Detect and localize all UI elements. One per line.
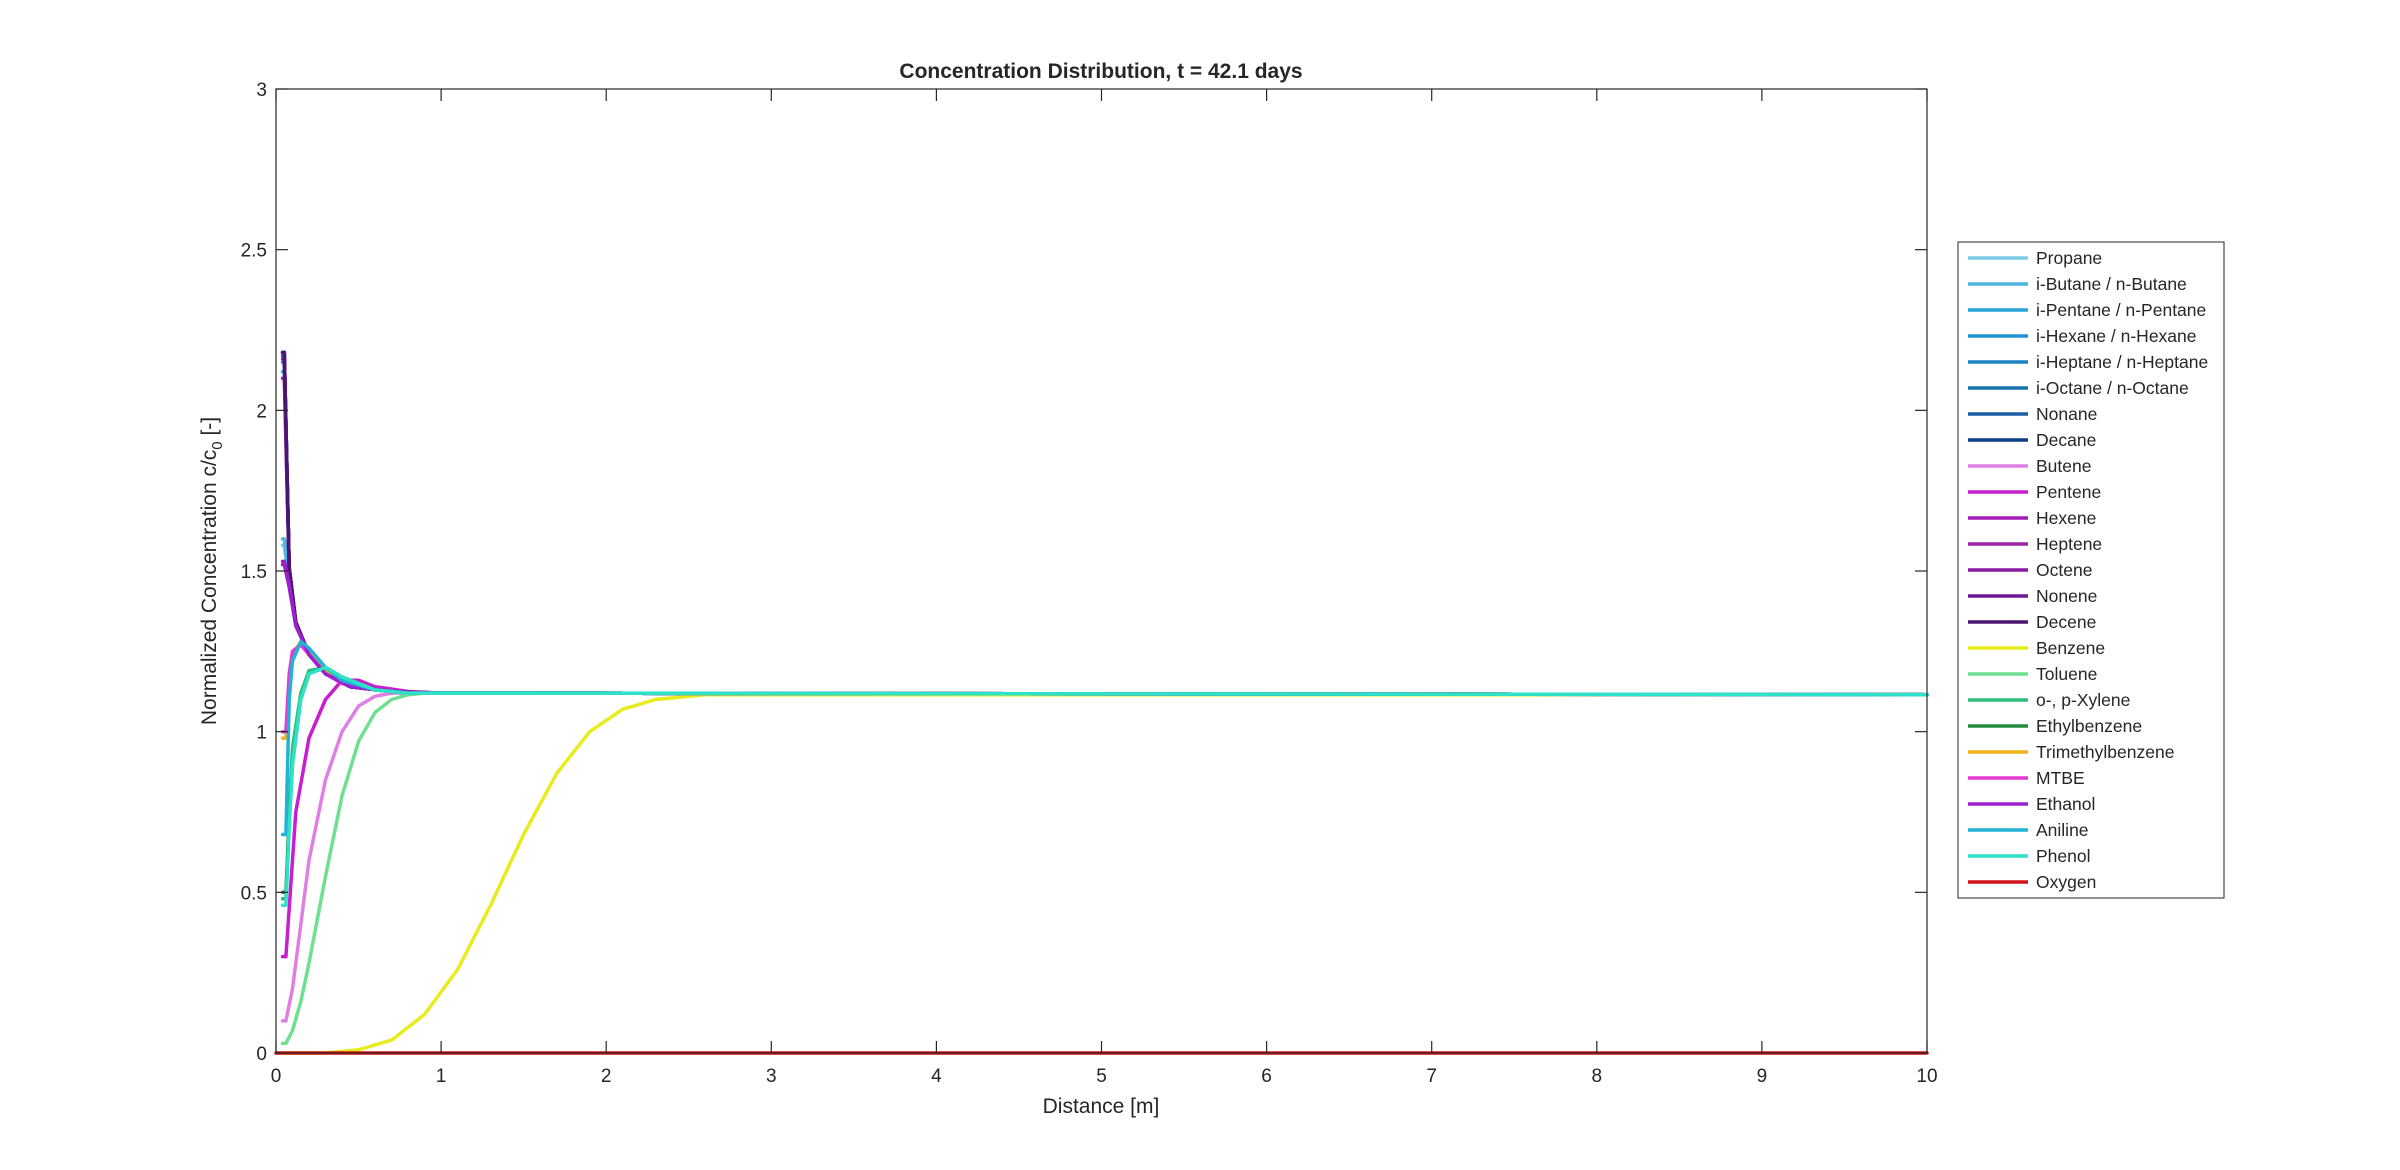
legend-label: Propane	[2036, 248, 2102, 268]
series-layer	[274, 350, 1929, 1055]
x-tick-label: 8	[1592, 1066, 1603, 1087]
y-tick-label: 3	[256, 80, 267, 101]
legend-item-i-hexane-n-hexane: i-Hexane / n-Hexane	[1968, 326, 2197, 346]
chart-title: Concentration Distribution, t = 42.1 day…	[899, 60, 1302, 83]
x-tick-label: 5	[1096, 1066, 1107, 1087]
legend-label: Butene	[2036, 456, 2091, 476]
legend-item-i-octane-n-octane: i-Octane / n-Octane	[1968, 378, 2189, 398]
x-tick-label: 7	[1426, 1066, 1437, 1087]
legend-label: Ethylbenzene	[2036, 716, 2142, 736]
x-tick-label: 4	[931, 1066, 942, 1087]
legend-item-toluene: Toluene	[1968, 664, 2097, 684]
y-tick-label: 2.5	[241, 241, 267, 262]
legend-label: MTBE	[2036, 768, 2085, 788]
legend-item-trimethylbenzene: Trimethylbenzene	[1968, 742, 2174, 762]
y-axis-label-main: Normalized Concentration c/c	[198, 450, 221, 725]
legend-label: Trimethylbenzene	[2036, 742, 2174, 762]
legend-item-decene: Decene	[1968, 612, 2096, 632]
legend-item-nonene: Nonene	[1968, 586, 2097, 606]
legend-item-hexene: Hexene	[1968, 508, 2096, 528]
y-tick-label: 2	[256, 401, 267, 422]
legend-item-aniline: Aniline	[1968, 820, 2089, 840]
series-line-phenol	[280, 665, 1929, 907]
legend: Propane i-Butane / n-Butane i-Pentane / n-…	[1957, 241, 2225, 899]
legend-item-octene: Octene	[1968, 560, 2092, 580]
x-tick-label: 6	[1261, 1066, 1272, 1087]
x-tick-label: 9	[1757, 1066, 1768, 1087]
plot-area	[276, 89, 1927, 1053]
legend-label: o-, p-Xylene	[2036, 690, 2130, 710]
x-tick-label: 1	[436, 1066, 447, 1087]
legend-item-ethylbenzene: Ethylbenzene	[1968, 716, 2142, 736]
legend-label: Benzene	[2036, 638, 2105, 658]
y-tick-label: 0	[256, 1044, 267, 1065]
y-axis-label-subscript: 0	[209, 441, 226, 449]
legend-item-i-pentane-n-pentane: i-Pentane / n-Pentane	[1968, 300, 2206, 320]
legend-label: Ethanol	[2036, 794, 2095, 814]
legend-item-propane: Propane	[1968, 248, 2102, 268]
y-tick-label: 1.5	[241, 562, 267, 583]
legend-item-phenol: Phenol	[1968, 846, 2091, 866]
legend-label: i-Pentane / n-Pentane	[2036, 300, 2206, 320]
y-tick-label: 1	[256, 723, 267, 744]
x-tick-label: 2	[601, 1066, 612, 1087]
x-axis: 0 1 2 3 4 5 6 7 8 9 10	[271, 89, 1938, 1087]
x-axis-label: Distance [m]	[1043, 1095, 1160, 1118]
legend-label: Phenol	[2036, 846, 2091, 866]
legend-label: Nonane	[2036, 404, 2097, 424]
series-line-benzene	[274, 692, 1929, 1055]
legend-label: Decane	[2036, 430, 2096, 450]
x-tick-label: 0	[271, 1066, 282, 1087]
y-tick-label: 0.5	[241, 883, 267, 904]
legend-label: Pentene	[2036, 482, 2101, 502]
y-axis: 0 0.5 1 1.5 2 2.5 3	[241, 80, 1927, 1065]
legend-label: Oxygen	[2036, 872, 2096, 892]
legend-item-ethanol: Ethanol	[1968, 794, 2095, 814]
legend-label: Hexene	[2036, 508, 2096, 528]
legend-item-i-butane-n-butane: i-Butane / n-Butane	[1968, 274, 2187, 294]
legend-item-butene: Butene	[1968, 456, 2091, 476]
legend-item-benzene: Benzene	[1968, 638, 2105, 658]
legend-label: Octene	[2036, 560, 2092, 580]
legend-item-decane: Decane	[1968, 430, 2096, 450]
legend-item-i-heptane-n-heptane: i-Heptane / n-Heptane	[1968, 352, 2208, 372]
legend-item-mtbe: MTBE	[1968, 768, 2085, 788]
legend-label: Nonene	[2036, 586, 2097, 606]
y-axis-label-unit: [-]	[198, 417, 221, 442]
legend-label: i-Octane / n-Octane	[2036, 378, 2189, 398]
legend-label: Aniline	[2036, 820, 2089, 840]
legend-item-o-p-xylene: o-, p-Xylene	[1968, 690, 2130, 710]
legend-item-oxygen: Oxygen	[1968, 872, 2096, 892]
legend-label: Toluene	[2036, 664, 2097, 684]
legend-label: Heptene	[2036, 534, 2102, 554]
legend-label: i-Butane / n-Butane	[2036, 274, 2187, 294]
legend-item-heptene: Heptene	[1968, 534, 2102, 554]
legend-item-nonane: Nonane	[1968, 404, 2097, 424]
legend-label: i-Heptane / n-Heptane	[2036, 352, 2208, 372]
legend-item-pentene: Pentene	[1968, 482, 2101, 502]
legend-label: i-Hexane / n-Hexane	[2036, 326, 2197, 346]
legend-label: Decene	[2036, 612, 2096, 632]
y-axis-label: Normalized Concentration c/c0 [-]	[198, 417, 226, 725]
x-tick-label: 3	[766, 1066, 777, 1087]
x-tick-label: 10	[1916, 1066, 1937, 1087]
